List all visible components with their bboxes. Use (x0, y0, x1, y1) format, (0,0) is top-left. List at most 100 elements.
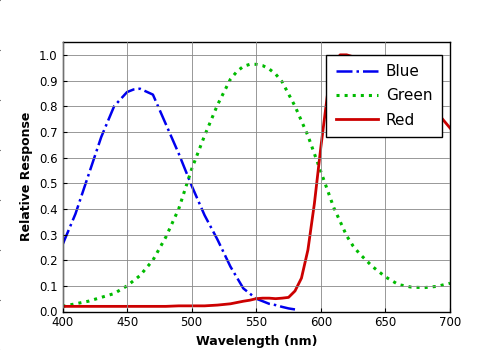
Blue (253, 296, 259, 301)
Blue (292, 307, 298, 312)
Green (408, 285, 414, 289)
Red (279, 296, 285, 300)
Green (370, 265, 376, 269)
Green (260, 63, 266, 68)
Blue (137, 86, 143, 91)
Blue (188, 184, 194, 188)
Green (240, 64, 246, 69)
Blue (60, 243, 66, 247)
Green (228, 77, 234, 81)
Red (344, 53, 349, 57)
Green (253, 62, 259, 66)
Green (188, 167, 194, 171)
Blue (260, 299, 266, 303)
Red (396, 82, 402, 86)
Red (408, 90, 414, 94)
Green (163, 235, 169, 239)
Red (266, 296, 272, 300)
Red (260, 296, 266, 300)
Red (163, 304, 169, 308)
Green (137, 273, 143, 278)
Green (344, 234, 349, 238)
Red (214, 303, 220, 307)
Green (279, 80, 285, 84)
Blue (163, 122, 169, 126)
Green (363, 258, 369, 262)
Green (176, 207, 182, 211)
Green (150, 258, 156, 262)
Red (286, 295, 292, 300)
X-axis label: Wavelength (nm): Wavelength (nm) (196, 335, 317, 348)
Green (350, 244, 356, 248)
Red (253, 296, 259, 301)
Blue (176, 152, 182, 156)
Green (318, 169, 324, 174)
Green (72, 302, 78, 306)
Red (86, 304, 91, 308)
Blue (279, 305, 285, 309)
Green (60, 304, 66, 308)
Green (266, 67, 272, 71)
Red (111, 304, 117, 308)
Red (188, 304, 194, 308)
Red (240, 299, 246, 303)
Red (421, 99, 427, 103)
Green (292, 104, 298, 108)
Red (176, 304, 182, 308)
Red (137, 304, 143, 308)
Blue (202, 213, 207, 217)
Line: Blue: Blue (62, 89, 295, 309)
Green (331, 205, 337, 210)
Red (382, 73, 388, 77)
Green (421, 286, 427, 290)
Red (247, 298, 253, 302)
Blue (150, 92, 156, 97)
Red (292, 289, 298, 293)
Blue (272, 303, 278, 307)
Blue (214, 238, 220, 242)
Blue (228, 265, 234, 269)
Green (202, 134, 207, 138)
Red (337, 53, 343, 57)
Legend: Blue, Green, Red: Blue, Green, Red (326, 55, 442, 137)
Green (272, 72, 278, 76)
Red (305, 248, 311, 252)
Red (331, 61, 337, 65)
Red (318, 145, 324, 149)
Blue (86, 173, 91, 177)
Green (98, 295, 104, 300)
Blue (124, 90, 130, 94)
Green (247, 62, 253, 66)
Red (228, 302, 234, 306)
Red (298, 276, 304, 280)
Green (356, 252, 362, 256)
Red (324, 94, 330, 98)
Blue (111, 104, 117, 108)
Green (396, 282, 402, 287)
Red (272, 296, 278, 301)
Y-axis label: Relative Response: Relative Response (20, 112, 34, 241)
Red (447, 126, 453, 130)
Green (434, 284, 440, 288)
Blue (98, 135, 104, 139)
Line: Red: Red (62, 55, 450, 306)
Red (356, 57, 362, 61)
Red (370, 62, 376, 66)
Red (202, 304, 207, 308)
Green (124, 284, 130, 288)
Blue (286, 306, 292, 310)
Green (214, 103, 220, 107)
Blue (240, 286, 246, 290)
Red (434, 111, 440, 115)
Blue (130, 88, 136, 92)
Green (111, 292, 117, 296)
Green (447, 281, 453, 285)
Green (382, 275, 388, 279)
Red (60, 304, 66, 308)
Green (305, 134, 311, 138)
Green (234, 69, 240, 73)
Blue (266, 302, 272, 306)
Line: Green: Green (62, 64, 450, 306)
Red (312, 202, 318, 206)
Green (86, 299, 91, 303)
